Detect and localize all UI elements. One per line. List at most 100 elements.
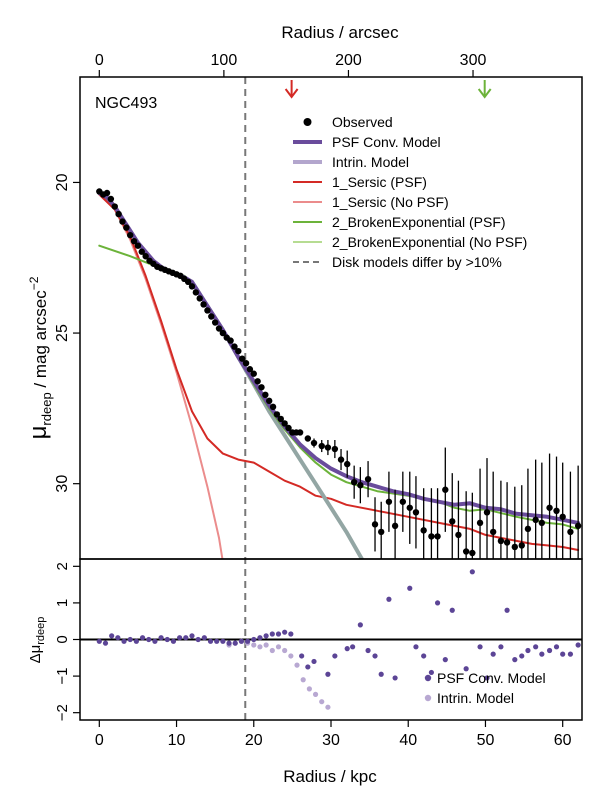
x-tick-label: 10 bbox=[168, 732, 186, 749]
residual-point bbox=[146, 636, 152, 643]
residual-point bbox=[533, 644, 539, 650]
top-tick-label: 300 bbox=[460, 52, 487, 69]
observed-point bbox=[553, 507, 560, 514]
observed-point bbox=[184, 278, 192, 286]
residual-point bbox=[311, 658, 317, 665]
observed-point bbox=[442, 486, 449, 493]
residual-point bbox=[477, 644, 483, 650]
residual-point bbox=[189, 633, 195, 639]
observed-point bbox=[378, 528, 385, 536]
observed-point bbox=[142, 253, 149, 260]
residual-point bbox=[449, 607, 455, 613]
observed-point bbox=[250, 370, 257, 377]
residual-point bbox=[115, 635, 121, 641]
observed-point bbox=[399, 498, 407, 505]
observed-point bbox=[258, 384, 265, 391]
residual-point bbox=[442, 657, 448, 663]
series-line bbox=[98, 244, 580, 530]
residual-point bbox=[288, 653, 294, 659]
observed-point bbox=[385, 498, 393, 505]
residual-y-tick-label: −1 bbox=[54, 668, 71, 685]
residual-point bbox=[512, 657, 518, 663]
residual-point bbox=[102, 640, 109, 646]
residual-point bbox=[244, 638, 251, 644]
residual-point bbox=[170, 638, 177, 644]
legend-point-swatch bbox=[303, 118, 312, 126]
residual-point bbox=[299, 653, 305, 659]
observed-point bbox=[449, 518, 456, 525]
observed-point bbox=[123, 224, 130, 231]
residual-point bbox=[275, 631, 282, 637]
residual-point bbox=[207, 638, 214, 644]
legend-label: 2_BrokenExponential (No PSF) bbox=[332, 234, 527, 250]
legend-label: 1_Sersic (PSF) bbox=[332, 174, 427, 190]
observed-point bbox=[235, 347, 242, 355]
residual-point bbox=[469, 569, 475, 575]
y-axis-units: / mag arcsec bbox=[31, 290, 50, 393]
observed-point bbox=[254, 378, 261, 385]
y-axis-title: μrdeep / mag arcsec−2 bbox=[25, 276, 54, 439]
residual-point bbox=[498, 644, 504, 650]
observed-point bbox=[130, 237, 138, 245]
observed-point bbox=[134, 242, 142, 249]
residual-point bbox=[214, 638, 220, 644]
observed-point bbox=[192, 289, 200, 296]
residual-point bbox=[177, 635, 183, 641]
observed-point bbox=[511, 543, 519, 551]
observed-point bbox=[227, 337, 234, 344]
residual-y-tick-label: −2 bbox=[54, 704, 71, 721]
residual-point bbox=[183, 635, 189, 641]
observed-point bbox=[266, 397, 273, 405]
residual-point bbox=[407, 585, 413, 591]
residual-point bbox=[560, 651, 566, 657]
observed-point bbox=[434, 533, 441, 540]
observed-point bbox=[567, 528, 574, 536]
residual-point bbox=[421, 653, 427, 659]
residual-point bbox=[344, 646, 350, 652]
galaxy-label: NGC493 bbox=[95, 95, 157, 112]
residual-legend-swatch bbox=[424, 674, 432, 682]
arrow-head bbox=[477, 88, 492, 99]
observed-point bbox=[350, 478, 358, 486]
residual-point bbox=[434, 600, 441, 606]
observed-point bbox=[364, 475, 372, 483]
residual-point bbox=[504, 607, 510, 613]
residual-point bbox=[282, 647, 288, 654]
x-tick-label: 60 bbox=[554, 732, 572, 749]
observed-point bbox=[489, 528, 497, 536]
residual-y-tick-label: 1 bbox=[54, 599, 71, 607]
residual-point bbox=[567, 651, 574, 657]
observed-point bbox=[344, 460, 351, 468]
series-line bbox=[98, 193, 580, 551]
main-panel-guides bbox=[244, 77, 492, 720]
residual-point bbox=[269, 647, 275, 654]
observed-point bbox=[455, 531, 462, 539]
residual-point bbox=[365, 647, 371, 654]
observed-point bbox=[238, 355, 246, 362]
residual-point bbox=[121, 638, 127, 644]
top-axis-title: Radius / arcsec bbox=[281, 23, 399, 42]
y-axis-symbol: μ bbox=[25, 426, 52, 440]
residual-point bbox=[127, 636, 133, 643]
residual-point bbox=[294, 662, 300, 668]
observed-point bbox=[469, 549, 476, 557]
residual-point bbox=[201, 635, 207, 641]
observed-point bbox=[269, 403, 277, 411]
observed-point bbox=[538, 519, 546, 527]
residual-point bbox=[238, 638, 245, 644]
observed-point bbox=[318, 442, 325, 450]
observed-point bbox=[518, 542, 525, 549]
top-tick-label: 100 bbox=[211, 52, 238, 69]
residual-point bbox=[257, 644, 263, 650]
observed-point bbox=[273, 411, 281, 418]
residual-point bbox=[378, 671, 384, 677]
x-tick-label: 0 bbox=[95, 732, 104, 749]
observed-point bbox=[115, 210, 122, 218]
observed-point bbox=[219, 329, 227, 337]
residual-point bbox=[539, 651, 545, 657]
observed-point bbox=[483, 509, 491, 516]
observed-point bbox=[574, 522, 582, 530]
observed-point bbox=[412, 509, 420, 516]
top-tick-label: 200 bbox=[335, 52, 362, 69]
y-tick-label: 30 bbox=[54, 475, 71, 493]
